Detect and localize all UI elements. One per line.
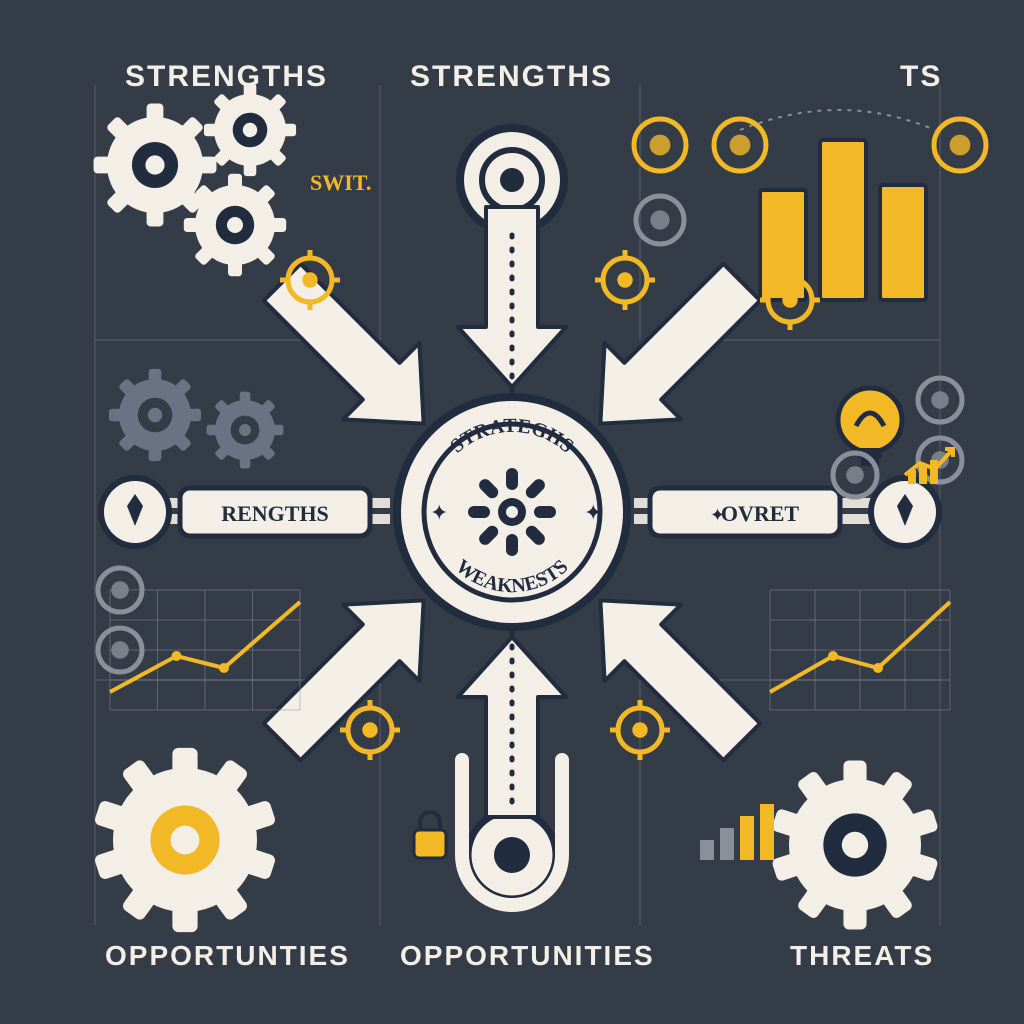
svg-text:RENGTHS: RENGTHS — [221, 501, 329, 526]
right-badge-icon — [871, 478, 939, 546]
central-hub: STRATEGHS WEAKNESTS — [397, 397, 627, 627]
left-pill: RENGTHS — [180, 488, 370, 536]
left-badge-icon — [101, 478, 169, 546]
label-ts: TS — [900, 60, 942, 94]
infographic-svg: RENGTHS ✦ OVRET STRATEGHS WEAKNESTS — [0, 0, 1024, 1024]
svg-text:OVRET: OVRET — [721, 501, 800, 526]
right-pill: ✦ OVRET — [650, 488, 840, 536]
label-strengths-1: STRENGTHS — [125, 60, 328, 94]
label-opportunities-2: OPPORTUNITIES — [400, 940, 655, 972]
label-strengths-2: STRENGTHS — [410, 60, 613, 94]
swot-label: SWIT. — [310, 170, 371, 195]
swot-infographic: RENGTHS ✦ OVRET STRATEGHS WEAKNESTS — [0, 0, 1024, 1024]
svg-text:✦: ✦ — [430, 500, 448, 525]
label-opportunities-1: OPPORTUNTIES — [105, 940, 350, 972]
svg-text:✦: ✦ — [584, 500, 602, 525]
label-threats: THREATS — [790, 940, 934, 972]
